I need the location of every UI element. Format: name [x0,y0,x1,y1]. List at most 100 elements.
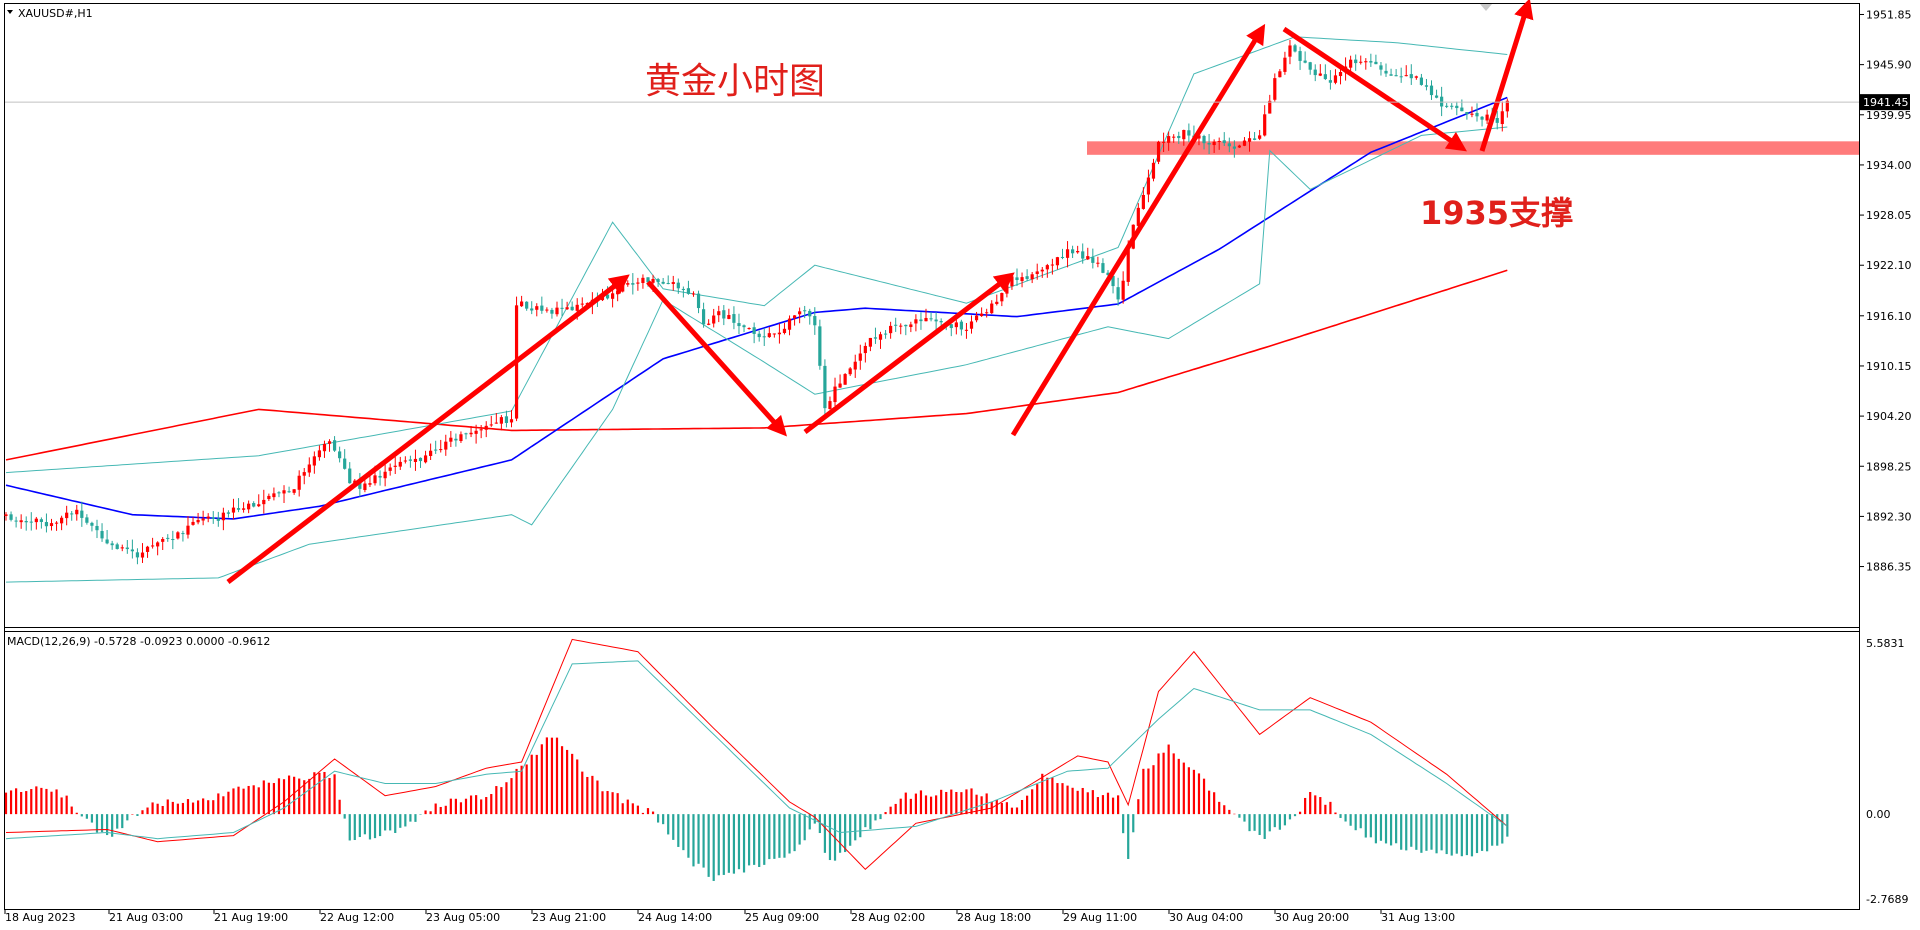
candle-body [1141,194,1145,209]
candle-body [520,301,524,307]
candle-body [904,324,908,327]
candle-body [1252,138,1257,140]
macd-histogram-bar [1091,790,1094,815]
macd-histogram-bar [1450,814,1453,856]
candle-body [1470,113,1474,115]
candle-body [980,313,984,317]
chart-shift-marker-icon[interactable] [1480,4,1492,11]
macd-histogram-bar [1475,814,1479,854]
macd-histogram-bar [1142,768,1145,815]
macd-histogram-bar [90,814,94,823]
candle-body [611,293,615,299]
candle-body [990,303,994,314]
candle-body [29,521,33,523]
candle-body [95,525,99,531]
candle-body [848,368,852,375]
candle-body [868,337,873,347]
macd-histogram-bar [196,800,200,815]
candle-body [54,522,59,524]
candle-body [823,365,827,409]
macd-histogram-bar [975,794,978,815]
macd-histogram-bar [636,805,639,815]
candle-body [39,519,43,522]
candle-body [1273,78,1277,100]
candle-body [545,309,549,311]
macd-histogram-bar [1192,769,1196,815]
macd-histogram-bar [495,786,498,815]
candle-body [651,278,655,283]
macd-histogram-bar [763,814,766,865]
candle-body [1096,262,1100,264]
candle-body [1389,74,1393,76]
macd-histogram-bar [1263,814,1266,839]
trend-arrow [1010,23,1266,437]
macd-histogram-bar [1202,778,1206,815]
candle-body [186,525,190,535]
collapse-triangle-icon[interactable] [7,10,13,14]
trend-arrow [1479,0,1534,152]
candle-body [257,504,261,507]
macd-histogram-bar [621,803,624,815]
macd-title: MACD(12,26,9) -0.5728 -0.0923 0.0000 -0.… [7,635,270,648]
macd-histogram-bar [1041,773,1044,815]
macd-histogram-bar [1167,744,1170,815]
macd-histogram-bar [879,814,882,820]
candle-body [1485,114,1489,121]
macd-histogram-bar [1334,812,1337,815]
macd-histogram-bar [282,779,286,815]
macd-histogram-bar [793,814,796,852]
candle-body [403,460,407,462]
macd-histogram-bar [904,792,907,815]
candle-body [292,489,296,493]
candle-body [767,333,771,338]
candle-body [1374,61,1378,65]
macd-histogram-bar [550,737,554,815]
candle-body [1278,71,1282,78]
time-tick-label: 22 Aug 12:00 [320,911,394,924]
candle-body [1217,140,1221,142]
candle-body [1187,130,1191,136]
candle-body [681,288,685,290]
candle-body [408,459,412,461]
macd-histogram-bar [1061,783,1064,815]
candle-body [211,517,215,519]
candle-body [919,319,923,322]
macd-histogram-bar [55,789,58,815]
macd-histogram-bar [1435,814,1438,854]
candle-body [1146,177,1151,195]
candle-body [959,321,963,330]
macd-histogram-bar [889,806,892,815]
candle-body [1429,85,1434,96]
candle-body [449,437,453,442]
candle-body [110,543,114,546]
macd-histogram-bar [459,802,463,815]
macd-histogram-bar [15,788,18,815]
macd-histogram-bar [1506,814,1509,837]
macd-histogram-bar [1405,814,1408,851]
macd-histogram-bar [404,814,407,827]
candle-body [1450,105,1454,107]
candle-body [484,425,488,430]
candle-body [924,317,928,322]
candle-body [343,458,347,469]
candle-body [439,449,443,451]
macd-histogram-bar [707,814,710,877]
candle-body [828,401,832,410]
macd-histogram-bar [576,759,579,815]
candle-body [332,440,337,451]
macd-histogram-bar [945,791,948,815]
candle-body [423,455,428,463]
candle-body [757,333,761,338]
macd-histogram-bar [1162,752,1165,815]
macd-histogram-bar [737,814,741,870]
macd-tick-label: -2.7689 [1866,893,1908,906]
macd-histogram-bar [1157,753,1160,815]
candle-body [929,318,933,320]
macd-histogram-bar [35,786,38,815]
macd-histogram-bar [667,814,670,835]
candle-body [24,521,28,523]
macd-histogram-bar [1197,773,1201,815]
candle-body [626,283,630,285]
macd-histogram-bar [247,785,250,815]
